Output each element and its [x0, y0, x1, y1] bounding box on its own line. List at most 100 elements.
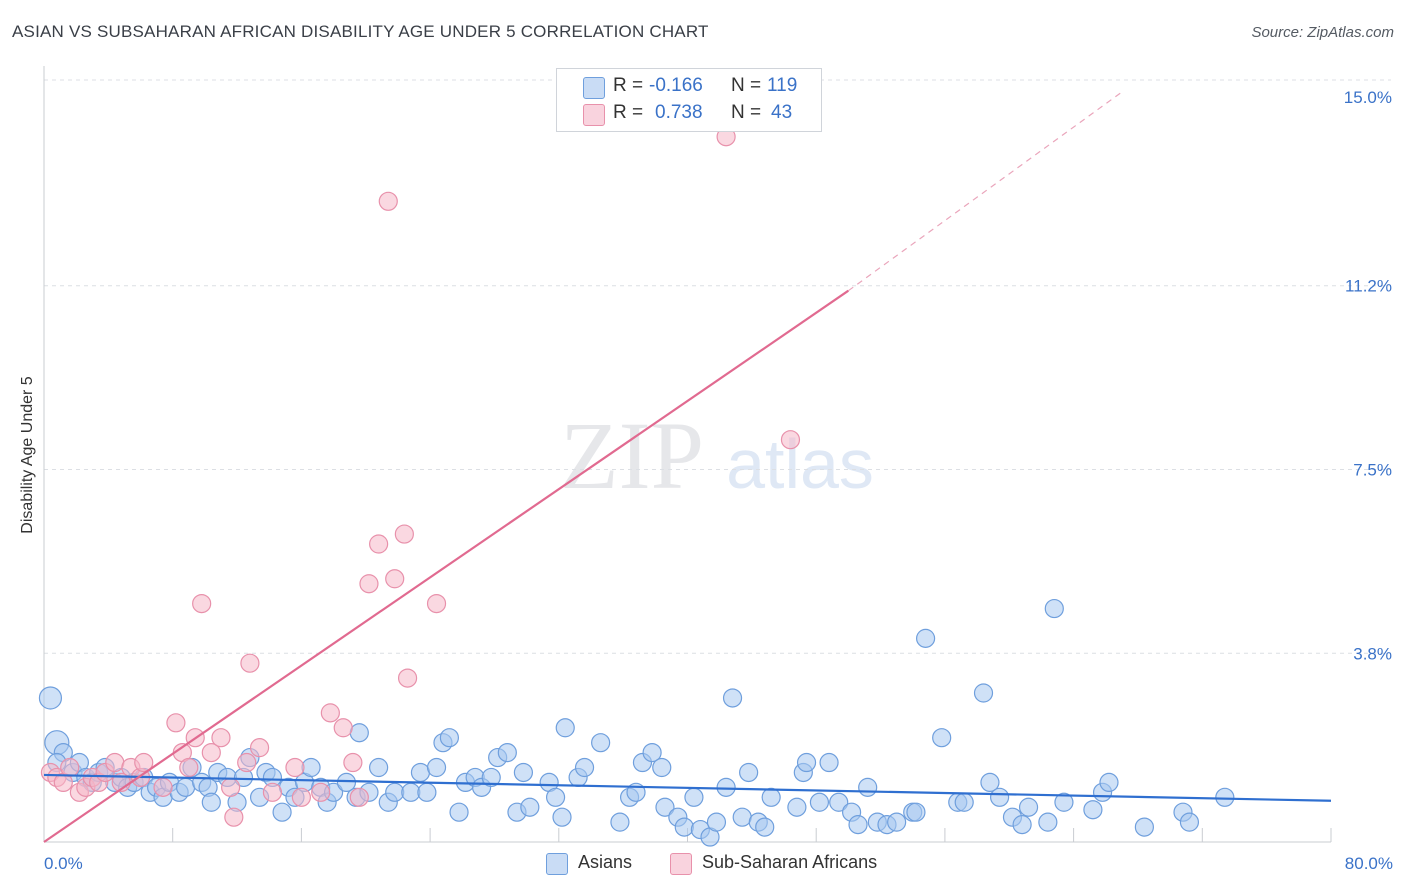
axes — [43, 66, 1332, 843]
subsaharan-point — [311, 782, 331, 802]
subsaharan-point — [224, 807, 244, 827]
legend-swatch-subsaharan — [670, 853, 692, 875]
subsaharan-point — [369, 534, 389, 554]
legend-swatch-asians — [583, 77, 605, 99]
subsaharan-point — [201, 742, 221, 763]
legend-label-subsaharan: Sub-Saharan Africans — [702, 852, 878, 872]
asian-point — [1018, 797, 1039, 817]
watermark-zip: ZIP — [560, 402, 704, 509]
subsaharan-point — [285, 757, 305, 778]
asian-point — [336, 772, 357, 793]
asian-point — [796, 752, 817, 773]
x-tick-label: 0.0% — [44, 854, 83, 873]
subsaharan-point — [237, 752, 257, 773]
asian-point — [417, 782, 437, 802]
x-tick-label: 80.0% — [1345, 854, 1393, 873]
source-note: Source: ZipAtlas.com — [1251, 24, 1394, 41]
subsaharan-point — [385, 569, 405, 589]
asian-point — [38, 686, 63, 710]
asian-point — [497, 742, 517, 763]
asian-point — [652, 757, 672, 778]
asian-point — [410, 762, 431, 783]
legend-r-label: R = — [613, 102, 644, 123]
asian-point — [848, 815, 868, 835]
asian-point — [684, 787, 704, 807]
asian-point — [1215, 787, 1235, 807]
legend-n-value: 119 — [767, 75, 798, 96]
asian-point — [674, 817, 694, 837]
y-tick-label: 3.8% — [1353, 644, 1392, 663]
watermark-atlas: atlas — [726, 425, 874, 503]
legend-n-label: N = — [731, 102, 762, 123]
asian-point — [906, 802, 926, 822]
asian-point — [954, 792, 974, 812]
asian-point — [706, 812, 727, 832]
asian-trend-line — [43, 773, 1332, 802]
asian-point — [732, 807, 752, 827]
asian-point — [574, 757, 595, 778]
asian-point — [426, 757, 447, 778]
subsaharan-point — [60, 757, 80, 778]
asian-point — [1038, 812, 1058, 832]
subsaharan-point — [349, 787, 369, 807]
asian-point — [175, 777, 196, 797]
subsaharan-point — [426, 593, 447, 614]
asian-point — [761, 787, 781, 807]
asian-point — [829, 792, 849, 812]
asian-point — [1054, 792, 1074, 812]
legend-label-asians: Asians — [578, 852, 633, 872]
subsaharan-point — [240, 653, 260, 673]
y-tick-label: 7.5% — [1353, 461, 1392, 480]
asian-point — [481, 767, 501, 788]
subsaharan-point — [397, 668, 418, 688]
y-tick-label: 11.2% — [1345, 277, 1392, 296]
subsaharan-trend-extension — [848, 91, 1123, 292]
subsaharan-point — [134, 752, 154, 773]
subsaharan-point — [359, 574, 379, 594]
correlation-legend: R = -0.166 N = 119 R = 0.738 N = 43 — [556, 68, 822, 132]
asian-point — [642, 742, 662, 763]
asian-point — [401, 782, 421, 802]
subsaharan-point — [394, 524, 414, 544]
asian-point — [1044, 598, 1064, 619]
asian-point — [349, 723, 369, 743]
legend-r-label: R = — [613, 75, 644, 96]
subsaharan-point — [192, 593, 212, 614]
asian-point — [1134, 817, 1154, 837]
grid-lines — [44, 79, 1391, 654]
subsaharan-trend-line — [43, 289, 849, 843]
watermark: ZIP atlas — [560, 402, 874, 509]
subsaharan-point — [166, 713, 186, 733]
subsaharan-point — [333, 718, 353, 738]
asian-point — [973, 683, 994, 703]
y-axis-label: Disability Age Under 5 — [19, 376, 36, 534]
legend-n-value: 43 — [771, 102, 793, 123]
legend-swatch-subsaharan — [583, 104, 605, 126]
subsaharan-point — [221, 777, 241, 797]
asian-point — [1099, 772, 1119, 793]
legend-r-value: -0.166 — [649, 75, 703, 96]
subsaharan-point — [153, 777, 173, 797]
asian-point — [787, 797, 807, 817]
asian-point — [739, 762, 759, 783]
asian-point — [858, 777, 878, 797]
asian-point — [449, 802, 469, 822]
asian-point — [1012, 815, 1032, 835]
asian-point — [655, 797, 675, 817]
subsaharan-point — [780, 430, 801, 450]
asian-point — [809, 792, 830, 812]
asian-point — [1083, 800, 1103, 820]
subsaharan-point — [262, 782, 283, 802]
legend-swatch-asians — [546, 853, 568, 875]
asian-point — [755, 817, 775, 837]
asian-point — [716, 777, 736, 797]
asian-point — [915, 628, 936, 648]
legend-n-label: N = — [731, 75, 762, 96]
y-tick-label: 15.0% — [1344, 88, 1392, 107]
asian-point — [545, 787, 566, 807]
asian-point — [591, 733, 611, 753]
subsaharan-point — [105, 752, 125, 773]
subsaharan-point — [378, 191, 398, 211]
asian-point — [301, 757, 321, 778]
